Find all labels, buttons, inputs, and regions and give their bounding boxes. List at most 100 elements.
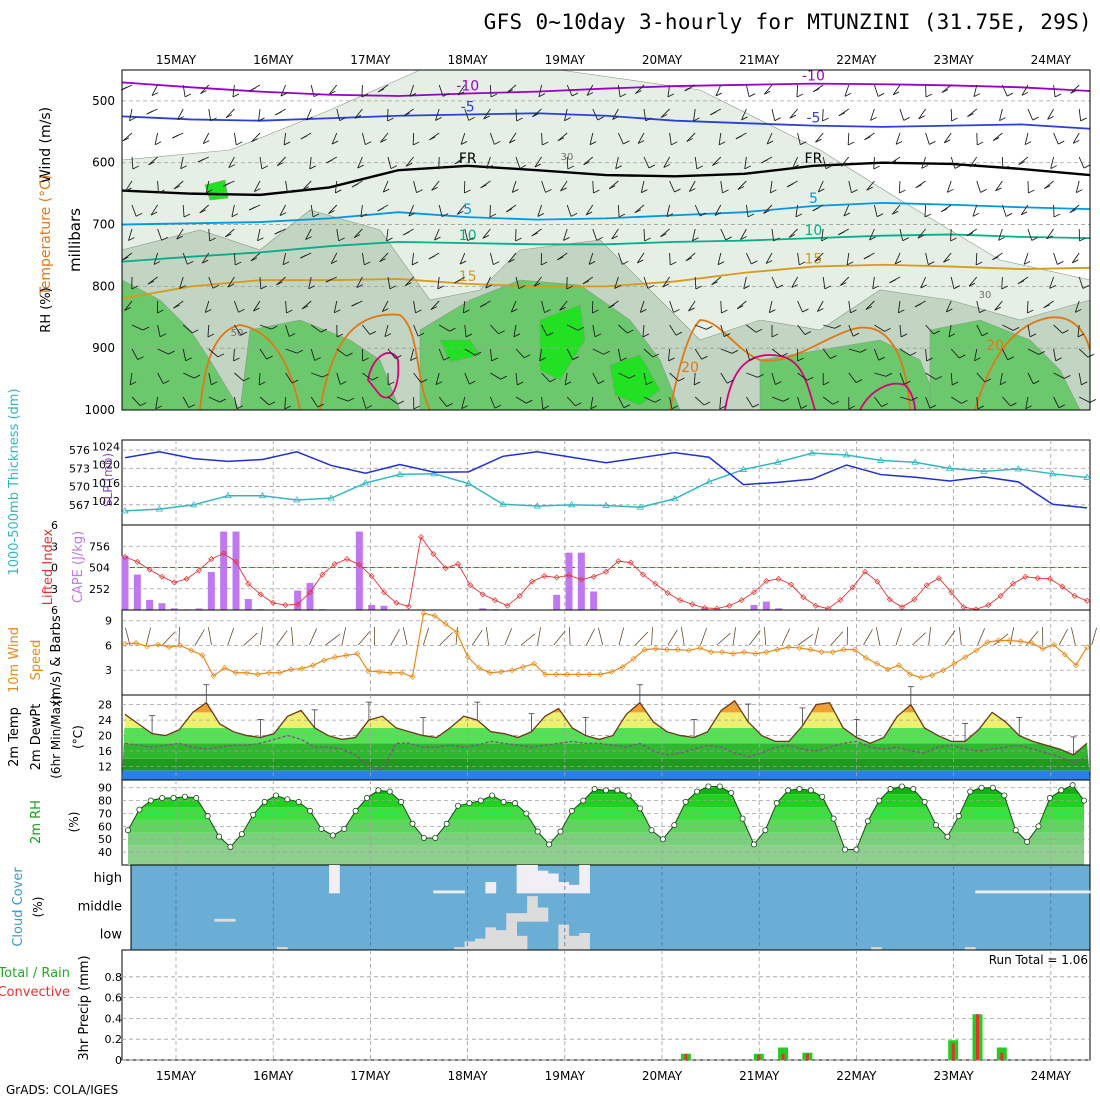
wind-barb (943, 252, 952, 263)
wind-barb (485, 276, 491, 289)
lifted-marker (627, 559, 634, 566)
cloud-cell-high (996, 890, 1007, 894)
wind-barb (745, 204, 749, 217)
wind-barb-flag (900, 333, 908, 338)
lifted-marker (590, 573, 597, 580)
wind-barb-flag (377, 207, 384, 212)
date-label-bottom: 18MAY (447, 1069, 488, 1083)
wind-barb-flag (992, 256, 999, 261)
wind-barb-flag (889, 160, 897, 165)
wind-barb-flag (689, 188, 696, 192)
rh-marker (898, 783, 905, 790)
wind-barb-flag (671, 141, 678, 146)
wind-barb-flag (667, 93, 675, 98)
wind-barb-flag (353, 234, 361, 239)
wind-barb (305, 228, 312, 240)
wind-barb (873, 84, 879, 97)
wind-barb-flag (227, 283, 235, 288)
lifted-marker (738, 597, 745, 604)
wind-barb (508, 252, 517, 263)
wind-barb-flag (513, 333, 521, 338)
y-tick-label: 24 (98, 714, 112, 727)
wind-barb-flag (566, 285, 573, 290)
wind-barb-flag (973, 93, 981, 98)
isotherm-label: FR (459, 151, 477, 167)
wind-barb-10m (798, 634, 814, 646)
wind-barb-flag (346, 352, 353, 357)
wind-barb (124, 300, 133, 311)
wind-barb (437, 276, 440, 289)
wind-barb-flag (300, 254, 307, 259)
wind-barb (362, 324, 371, 335)
wind-barb (177, 108, 184, 120)
wind-barb-flag (818, 188, 825, 193)
wind-barb-flag (740, 236, 747, 240)
wind-barb (330, 252, 338, 264)
wind-barb-flag (122, 256, 129, 261)
wind-barb (688, 300, 696, 312)
wind-barb-flag (914, 303, 922, 308)
wind-barb (1027, 372, 1034, 384)
wind-barb (666, 204, 671, 217)
wind-barb-flag (848, 405, 856, 410)
wind-barb (898, 180, 901, 194)
wind-barb (150, 204, 158, 216)
wind-barb (615, 156, 619, 169)
wind-barb (873, 204, 878, 217)
wind-barb-flag (843, 212, 851, 217)
wind-barb (279, 204, 286, 216)
cloud-cell-low (464, 941, 476, 950)
wind-barb (592, 180, 594, 194)
wind-barb (766, 132, 773, 145)
wind-barb (182, 252, 188, 265)
date-label-top: 21MAY (739, 53, 780, 67)
wind-barb-flag (232, 93, 240, 98)
wind-barb-flag (885, 372, 893, 377)
wind-barb-flag (929, 141, 936, 145)
wind-barb-flag (200, 90, 207, 95)
wind-barb (285, 372, 293, 384)
wind-barb-flag (710, 111, 717, 116)
wind-barb-flag (135, 212, 143, 217)
wind-barb-flag (765, 260, 773, 264)
rh-marker (1046, 795, 1053, 802)
isotherm-label: -10 (456, 78, 479, 94)
wind-barb (258, 108, 261, 121)
wind-barb (328, 204, 338, 214)
wind-barb (200, 84, 210, 94)
wind-barb-flag (1069, 209, 1077, 213)
date-label-top: 17MAY (350, 53, 391, 67)
rh-marker (181, 793, 188, 800)
wind-barb (608, 180, 619, 190)
wind-barb (797, 372, 808, 381)
wind-barb (154, 132, 159, 145)
wind-barb-flag (686, 138, 693, 142)
cloud-panel-frame (130, 864, 1091, 951)
wind-barb (153, 252, 159, 265)
thickness-marker (224, 491, 232, 499)
wind-barb-flag (864, 136, 871, 141)
wind-barb-flag (1087, 353, 1095, 358)
wind-barb (693, 108, 696, 121)
wind-barb-flag (271, 325, 278, 330)
wind-barb-flag (1089, 399, 1097, 403)
wind-barb-flag (559, 306, 566, 311)
wind-barb-flag (663, 164, 670, 168)
rh-marker (1069, 782, 1076, 789)
wind-barb-flag (972, 212, 980, 217)
wind-barb (1071, 252, 1080, 264)
wind-barb (998, 228, 1003, 241)
wind-barb (183, 372, 195, 379)
wind-barb-flag (627, 329, 634, 334)
rh-marker (659, 836, 666, 843)
wind-barb (636, 252, 645, 264)
wind-barb (950, 348, 960, 359)
wind-barb-flag (953, 285, 961, 290)
wind-barb-flag (640, 309, 647, 313)
wind-barb-flag (249, 87, 256, 92)
wind-barb-flag (685, 257, 693, 262)
ylabel-temp: 2m Temp (7, 707, 22, 767)
wind-barb-10m (597, 627, 604, 646)
ylabel-total-rain: Total / Rain (0, 966, 70, 981)
wind-barb-flag (592, 309, 599, 314)
